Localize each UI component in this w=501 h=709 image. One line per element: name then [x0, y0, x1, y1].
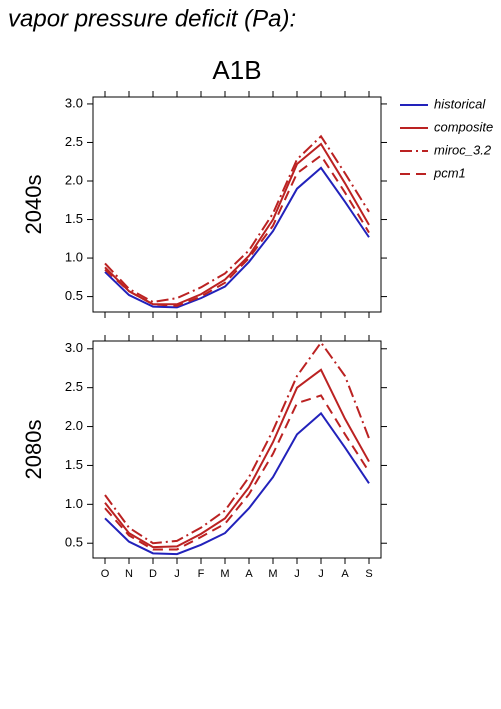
series-line	[104, 142, 370, 306]
legend-label: historical	[434, 96, 486, 111]
x-tick-label: A	[341, 568, 349, 580]
x-tick-label: A	[245, 568, 253, 580]
x-tick-label: M	[220, 568, 229, 580]
x-tick-label: M	[268, 568, 277, 580]
y-tick-label: 2.5	[65, 379, 83, 394]
x-tick-label: J	[294, 568, 300, 580]
series-line	[104, 340, 370, 545]
y-axis-label: 2080s	[21, 420, 46, 480]
y-tick-label: 2.0	[65, 418, 83, 433]
y-tick-label: 3.0	[65, 340, 83, 355]
y-tick-label: 1.0	[65, 496, 83, 511]
y-tick-label: 1.0	[65, 249, 83, 264]
legend-label: miroc_3.2	[434, 142, 492, 157]
y-tick-label: 0.5	[65, 288, 83, 303]
x-tick-label: O	[101, 568, 110, 580]
series-line	[104, 411, 370, 556]
series-line	[104, 368, 370, 549]
legend-label: composite	[434, 119, 493, 134]
x-tick-label: D	[149, 568, 157, 580]
y-tick-label: 1.5	[65, 457, 83, 472]
x-tick-label: F	[198, 568, 205, 580]
series-line	[104, 134, 370, 304]
subtitle: A1B	[212, 55, 261, 85]
legend-label: pcm1	[433, 165, 466, 180]
page-title: vapor pressure deficit (Pa):	[8, 5, 296, 32]
series-line	[104, 166, 370, 309]
y-tick-label: 0.5	[65, 535, 83, 550]
x-tick-label: N	[125, 568, 133, 580]
y-tick-label: 2.0	[65, 172, 83, 187]
series-line	[104, 154, 370, 307]
x-tick-label: J	[318, 568, 324, 580]
plot-frame	[92, 96, 382, 313]
x-tick-label: J	[174, 568, 180, 580]
series-line	[104, 394, 370, 551]
plot-frame	[92, 340, 382, 559]
y-tick-label: 1.5	[65, 211, 83, 226]
y-axis-label: 2040s	[21, 175, 46, 235]
y-tick-label: 2.5	[65, 134, 83, 149]
y-tick-label: 3.0	[65, 95, 83, 110]
x-tick-label: S	[365, 568, 372, 580]
